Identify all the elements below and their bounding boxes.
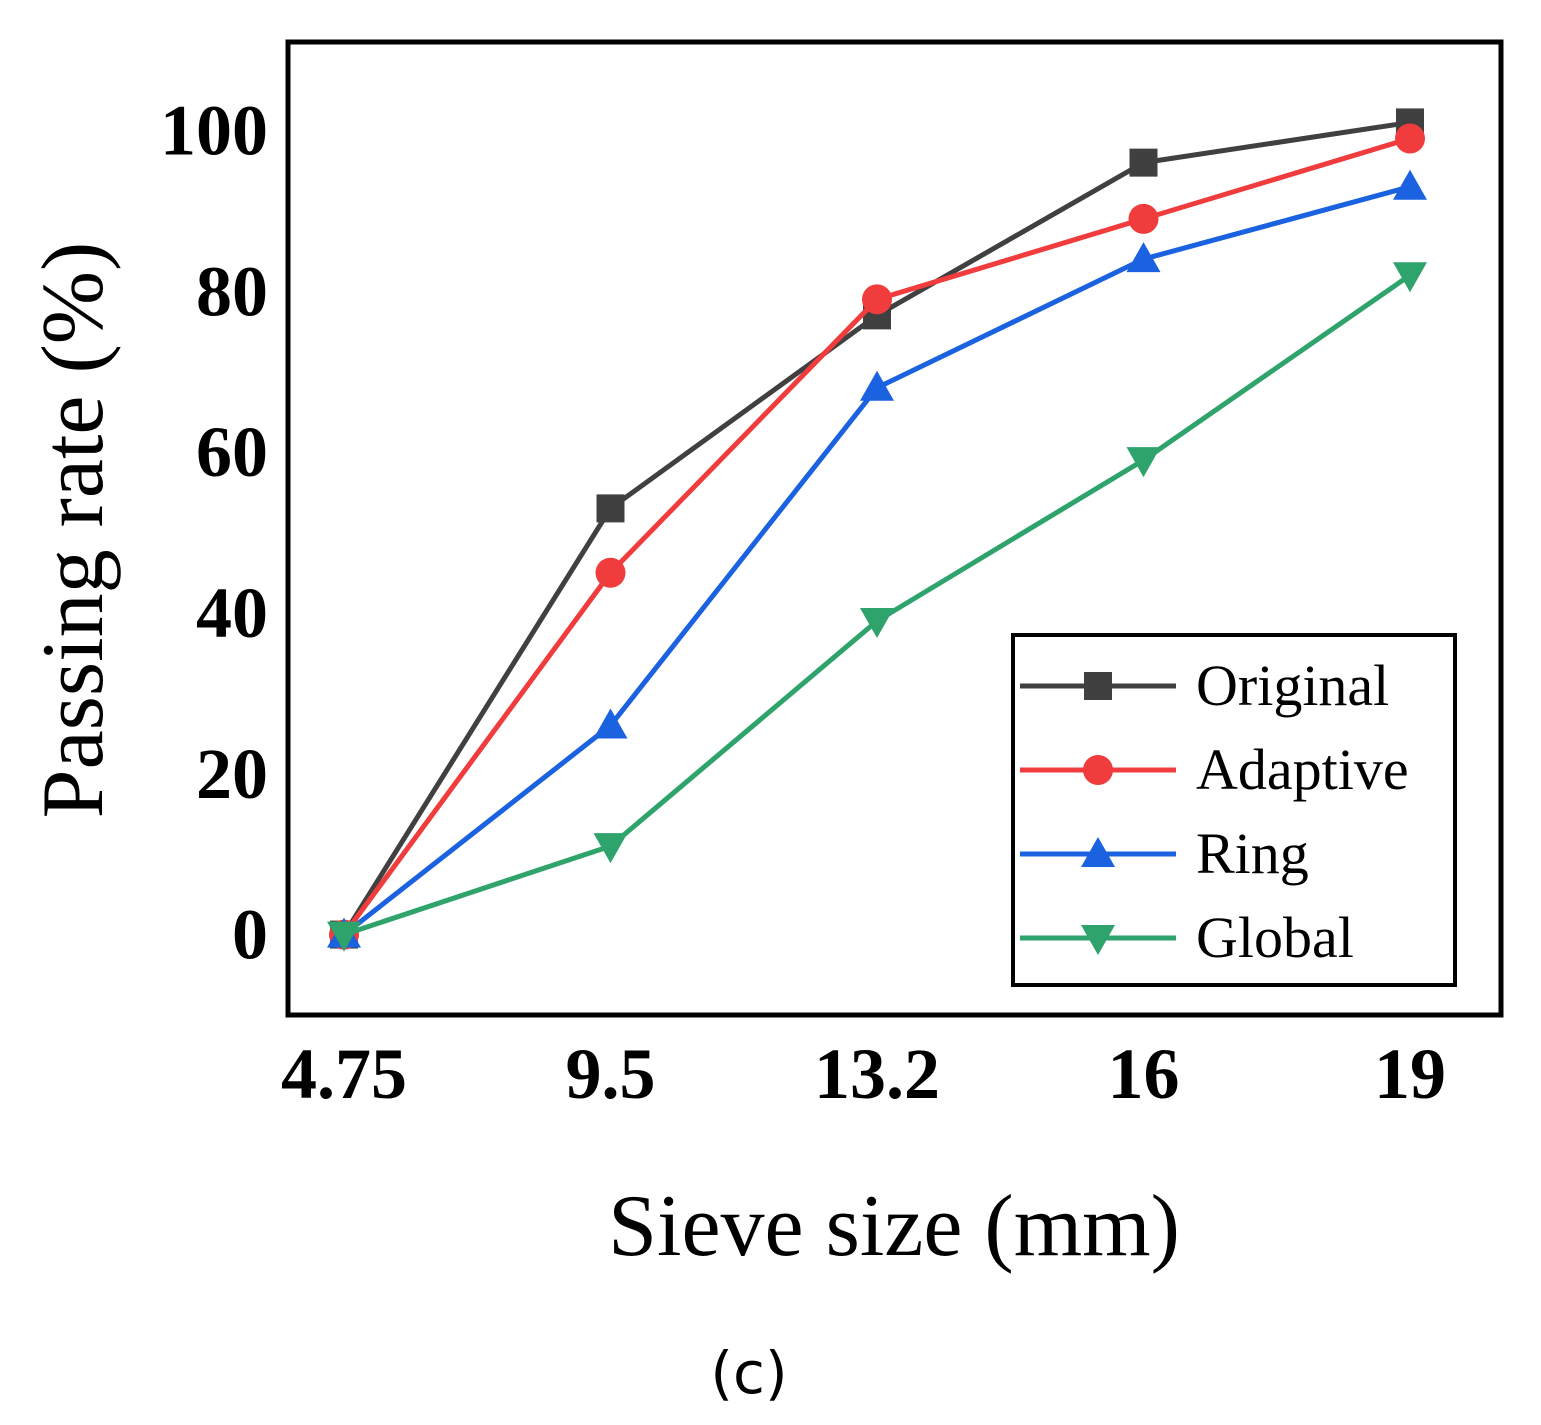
y-tick-label: 80 — [196, 251, 268, 331]
series-ring — [327, 169, 1427, 948]
figure-caption: (c) — [710, 1339, 787, 1407]
legend-label-global: Global — [1196, 905, 1354, 970]
y-tick-label: 0 — [232, 895, 268, 975]
data-point-original — [1129, 148, 1158, 177]
legend-marker-global — [1081, 925, 1115, 955]
x-tick-label: 9.5 — [566, 1034, 656, 1114]
legend-label-adaptive: Adaptive — [1196, 737, 1409, 802]
data-point-global — [593, 833, 628, 864]
legend-marker-original — [1084, 672, 1112, 700]
data-point-global — [1126, 447, 1161, 478]
data-point-ring — [593, 708, 628, 739]
data-point-original — [596, 494, 625, 523]
legend: Original Adaptive Ring Global — [1011, 633, 1457, 987]
y-tick-label: 40 — [196, 573, 268, 653]
legend-item-ring: Ring — [1020, 821, 1309, 886]
plot-frame — [285, 39, 1504, 1018]
legend-item-original: Original — [1020, 653, 1389, 718]
data-point-ring — [860, 370, 894, 401]
y-tick-label: 100 — [160, 90, 268, 170]
x-tick-label: 19 — [1374, 1034, 1446, 1114]
legend-marker-adaptive — [1083, 755, 1113, 785]
legend-item-global: Global — [1020, 905, 1354, 970]
legend-label-ring: Ring — [1196, 821, 1309, 886]
data-point-adaptive — [862, 284, 892, 315]
data-point-adaptive — [1128, 203, 1159, 234]
x-tick-label: 16 — [1108, 1034, 1180, 1114]
y-axis-ticks: 0 20 40 60 80 100 — [160, 90, 268, 974]
x-tick-label: 4.75 — [281, 1034, 407, 1114]
y-tick-label: 60 — [196, 412, 268, 492]
series-global — [327, 262, 1427, 952]
y-tick-label: 20 — [196, 734, 268, 814]
x-axis-ticks: 4.75 9.5 13.2 16 19 — [281, 1034, 1446, 1114]
series-layer — [327, 108, 1427, 952]
legend-label-original: Original — [1196, 653, 1389, 718]
data-point-global — [860, 607, 894, 638]
data-point-global — [327, 921, 361, 952]
legend-item-adaptive: Adaptive — [1020, 737, 1409, 802]
legend-marker-ring — [1081, 837, 1115, 867]
data-point-adaptive — [595, 557, 626, 588]
series-adaptive — [329, 123, 1425, 950]
data-point-ring — [1393, 169, 1427, 200]
data-point-global — [1393, 262, 1427, 293]
data-point-adaptive — [1395, 123, 1425, 154]
x-tick-label: 13.2 — [814, 1034, 940, 1114]
x-axis-label: Sieve size (mm) — [608, 1178, 1180, 1275]
y-axis-label: Passing rate (%) — [25, 242, 122, 819]
data-point-ring — [1126, 242, 1161, 273]
